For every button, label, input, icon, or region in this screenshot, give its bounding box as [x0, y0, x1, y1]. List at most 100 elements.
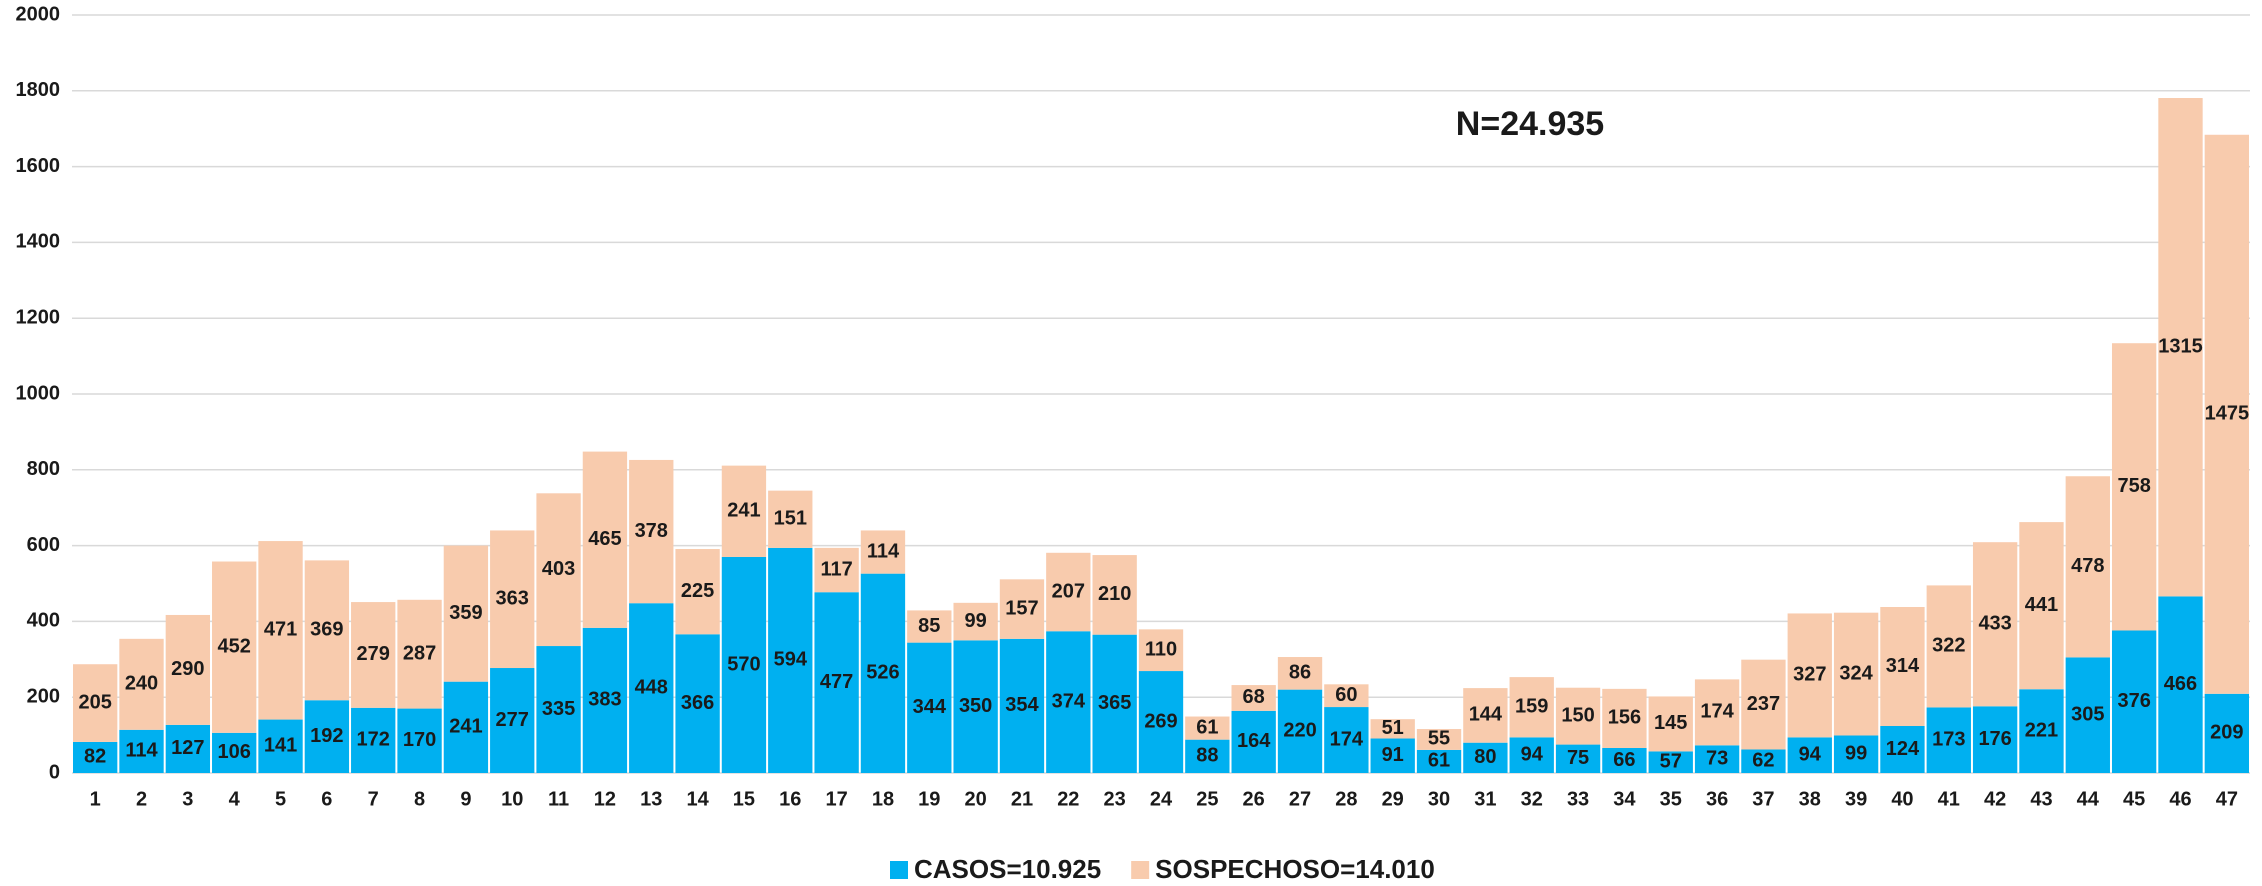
data-label: 192	[310, 725, 343, 747]
data-label: 164	[1237, 730, 1271, 752]
x-tick-label: 45	[2123, 788, 2145, 810]
data-label: 526	[866, 662, 899, 684]
data-label: 151	[774, 508, 807, 530]
x-tick-label: 29	[1382, 788, 1404, 810]
bar-segment	[397, 708, 442, 773]
x-tick-label: 40	[1891, 788, 1913, 810]
bar-segment	[675, 634, 720, 773]
bar-segment	[1416, 729, 1462, 750]
bar-segment	[2158, 98, 2203, 597]
bar-segment	[1648, 751, 1693, 773]
y-tick-label: 0	[49, 761, 60, 783]
data-label: 322	[1932, 635, 1965, 657]
data-label: 55	[1428, 728, 1450, 750]
x-tick-label: 12	[594, 788, 616, 810]
data-label: 80	[1474, 746, 1496, 768]
data-label: 150	[1561, 704, 1594, 726]
data-label: 237	[1747, 693, 1780, 715]
data-label: 91	[1382, 744, 1404, 766]
bar-segment	[1324, 684, 1369, 708]
bar-segment	[165, 724, 211, 773]
data-label: 221	[2025, 719, 2058, 741]
bar-segment	[351, 707, 396, 773]
data-label: 209	[2210, 722, 2243, 744]
data-label: 335	[542, 698, 575, 720]
x-tick-label: 42	[1984, 788, 2006, 810]
data-label: 269	[1144, 710, 1177, 732]
data-label: 205	[78, 691, 111, 713]
bar-segment	[1880, 606, 1925, 727]
bar-segment	[629, 459, 674, 604]
bar-segment	[1092, 555, 1137, 635]
x-tick-label: 26	[1243, 788, 1265, 810]
bar-segment	[1509, 677, 1554, 738]
bar-segment	[1833, 735, 1879, 773]
data-label: 383	[588, 689, 621, 711]
bar-segment	[860, 530, 906, 574]
x-tick-label: 32	[1521, 788, 1543, 810]
bar-segment	[212, 561, 257, 733]
data-label: 88	[1196, 745, 1218, 767]
bar-segment	[1463, 688, 1508, 743]
bar-segment	[721, 556, 767, 773]
bar-segment	[1416, 749, 1462, 773]
data-label: 344	[913, 696, 947, 718]
data-label: 145	[1654, 712, 1687, 734]
bar-segment	[490, 530, 535, 669]
bar-segment	[721, 465, 767, 557]
bar-segment	[1370, 719, 1415, 739]
x-tick-label: 41	[1938, 788, 1960, 810]
x-tick-label: 35	[1660, 788, 1682, 810]
data-label: 365	[1098, 692, 1131, 714]
bar-segment	[814, 547, 859, 593]
data-label: 51	[1382, 717, 1404, 739]
data-label: 305	[2071, 703, 2104, 725]
data-label: 176	[1978, 728, 2011, 750]
data-label: 441	[2025, 594, 2058, 616]
x-tick-label: 24	[1150, 788, 1173, 810]
y-tick-label: 200	[27, 685, 60, 707]
bar-segment	[999, 638, 1045, 773]
legend-swatch	[1131, 861, 1150, 879]
bar-segment	[999, 579, 1045, 639]
bar-segment	[397, 599, 442, 709]
bar-segment	[119, 638, 164, 730]
data-label: 290	[171, 658, 204, 680]
data-label: 477	[820, 671, 853, 693]
x-tick-label: 44	[2077, 788, 2100, 810]
bar-segment	[1138, 629, 1184, 672]
x-tick-label: 11	[548, 788, 569, 810]
bar-segment	[1277, 657, 1323, 690]
bar-segment	[258, 541, 303, 720]
data-label: 114	[867, 540, 900, 562]
data-label: 61	[1428, 750, 1450, 772]
data-label: 99	[1845, 743, 1867, 765]
bar-segment	[814, 592, 859, 773]
x-tick-label: 15	[733, 788, 755, 810]
data-label: 225	[681, 580, 714, 602]
x-tick-label: 17	[825, 788, 847, 810]
x-tick-label: 1	[90, 788, 101, 810]
bar-segment	[768, 547, 813, 773]
data-label: 127	[171, 737, 204, 759]
data-label: 324	[1839, 662, 1873, 684]
x-tick-label: 38	[1799, 788, 1821, 810]
x-tick-label: 30	[1428, 788, 1450, 810]
bar-segment	[304, 700, 350, 773]
bar-segment	[2019, 689, 2064, 773]
data-label: 376	[2117, 690, 2150, 712]
x-tick-label: 39	[1845, 788, 1867, 810]
data-label: 99	[965, 610, 987, 632]
data-label: 207	[1052, 580, 1085, 602]
data-label: 1315	[2158, 335, 2203, 357]
bar-segment	[304, 560, 350, 701]
bar-segment	[73, 664, 118, 742]
x-tick-label: 13	[640, 788, 662, 810]
data-label: 170	[403, 729, 436, 751]
data-label: 279	[357, 643, 390, 665]
data-label: 471	[264, 619, 297, 641]
bar-segment	[907, 642, 952, 773]
data-label: 327	[1793, 664, 1826, 686]
y-tick-label: 1200	[16, 306, 61, 328]
x-tick-label: 23	[1104, 788, 1126, 810]
